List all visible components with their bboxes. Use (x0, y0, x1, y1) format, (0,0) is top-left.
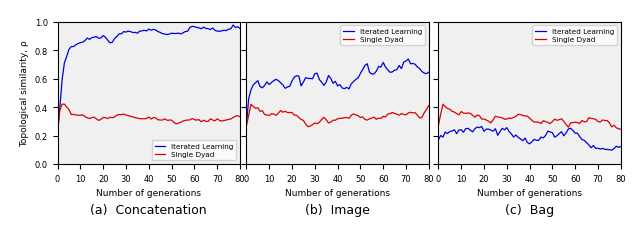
Single Dyad (537, 123, 545, 125)
X-axis label: Number of generations: Number of generations (477, 188, 582, 197)
Single Dyad (156, 119, 164, 122)
Single Dyad (247, 103, 255, 106)
Iterated Learning (202, 28, 210, 31)
Single Dyad (58, 103, 66, 106)
Iterated Learning (601, 148, 609, 151)
Line: Iterated Learning: Iterated Learning (438, 127, 621, 151)
Line: Single Dyad: Single Dyad (246, 105, 429, 127)
Iterated Learning (343, 87, 351, 89)
Iterated Learning (356, 73, 364, 75)
Iterated Learning (168, 33, 175, 35)
Iterated Learning (537, 136, 545, 139)
Legend: Iterated Learning, Single Dyad: Iterated Learning, Single Dyad (152, 141, 236, 161)
Single Dyad (170, 122, 178, 124)
Iterated Learning (54, 130, 61, 133)
Single Dyad (361, 119, 369, 121)
Single Dyad (381, 116, 389, 119)
Iterated Learning (188, 26, 196, 29)
Line: Single Dyad: Single Dyad (438, 105, 621, 130)
Single Dyad (243, 125, 250, 127)
Single Dyad (396, 114, 403, 117)
Text: (c)  Bag: (c) Bag (505, 203, 554, 216)
X-axis label: Number of generations: Number of generations (285, 188, 390, 197)
Iterated Learning (435, 139, 442, 142)
Iterated Learning (585, 144, 593, 147)
Single Dyad (425, 105, 433, 107)
Iterated Learning (211, 30, 219, 33)
Single Dyad (617, 128, 625, 131)
Text: (b)  Image: (b) Image (305, 203, 370, 216)
Single Dyad (585, 117, 593, 119)
Single Dyad (304, 126, 312, 128)
Iterated Learning (243, 125, 250, 127)
Single Dyad (404, 112, 412, 115)
Single Dyad (236, 116, 244, 119)
Single Dyad (204, 121, 212, 123)
Iterated Learning (404, 58, 412, 61)
Single Dyad (594, 121, 602, 123)
Single Dyad (191, 119, 198, 122)
Iterated Learning (218, 30, 226, 33)
Single Dyad (439, 103, 447, 106)
Single Dyad (551, 118, 559, 121)
Iterated Learning (608, 149, 616, 152)
Iterated Learning (377, 66, 385, 69)
Single Dyad (572, 121, 579, 124)
Iterated Learning (391, 70, 399, 72)
Single Dyad (412, 112, 419, 115)
Iterated Learning (154, 31, 162, 34)
Iterated Learning (617, 145, 625, 148)
Text: (a)  Concatenation: (a) Concatenation (90, 203, 207, 216)
Iterated Learning (551, 136, 559, 139)
Iterated Learning (594, 147, 602, 150)
Single Dyad (348, 114, 355, 117)
Iterated Learning (236, 28, 244, 31)
Line: Single Dyad: Single Dyad (58, 105, 240, 132)
Iterated Learning (229, 25, 237, 27)
Single Dyad (54, 130, 61, 133)
Single Dyad (601, 120, 609, 122)
Line: Iterated Learning: Iterated Learning (58, 26, 240, 132)
Y-axis label: Topological similarity, ρ: Topological similarity, ρ (20, 40, 29, 146)
Single Dyad (213, 118, 221, 121)
Iterated Learning (425, 72, 433, 74)
Single Dyad (220, 120, 228, 122)
X-axis label: Number of generations: Number of generations (96, 188, 202, 197)
Iterated Learning (478, 126, 486, 128)
Single Dyad (435, 125, 442, 127)
Iterated Learning (409, 63, 417, 65)
Iterated Learning (400, 61, 408, 64)
Line: Iterated Learning: Iterated Learning (246, 60, 429, 126)
Legend: Iterated Learning, Single Dyad: Iterated Learning, Single Dyad (532, 26, 617, 46)
Legend: Iterated Learning, Single Dyad: Iterated Learning, Single Dyad (340, 26, 425, 46)
Iterated Learning (572, 132, 579, 135)
